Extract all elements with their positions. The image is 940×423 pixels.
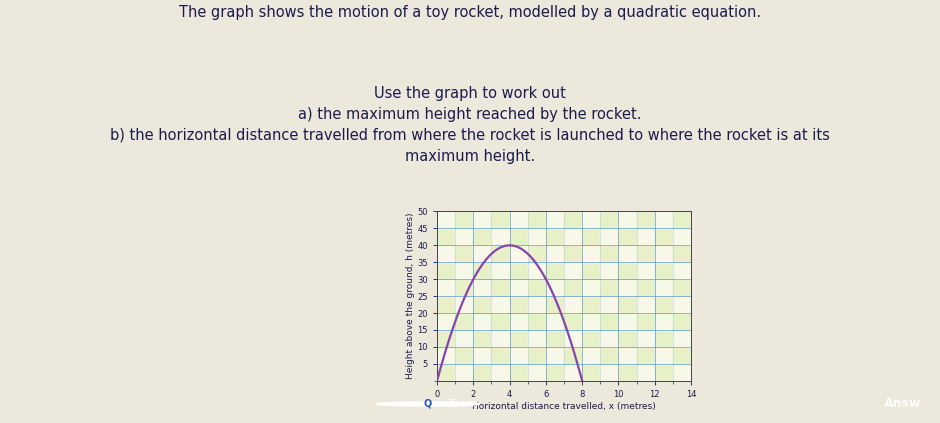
Y-axis label: Height above the ground, h (metres): Height above the ground, h (metres) [406, 213, 415, 379]
Text: Answ: Answ [884, 398, 921, 410]
X-axis label: Horizontal distance travelled, x (metres): Horizontal distance travelled, x (metres… [472, 401, 656, 410]
Text: The graph shows the motion of a toy rocket, modelled by a quadratic equation.: The graph shows the motion of a toy rock… [179, 5, 761, 20]
Circle shape [376, 402, 479, 406]
Text: Q: Q [424, 399, 431, 409]
Text: Use the graph to work out
a) the maximum height reached by the rocket.
b) the ho: Use the graph to work out a) the maximum… [110, 86, 830, 164]
Text: Zoom: Zoom [446, 399, 478, 409]
